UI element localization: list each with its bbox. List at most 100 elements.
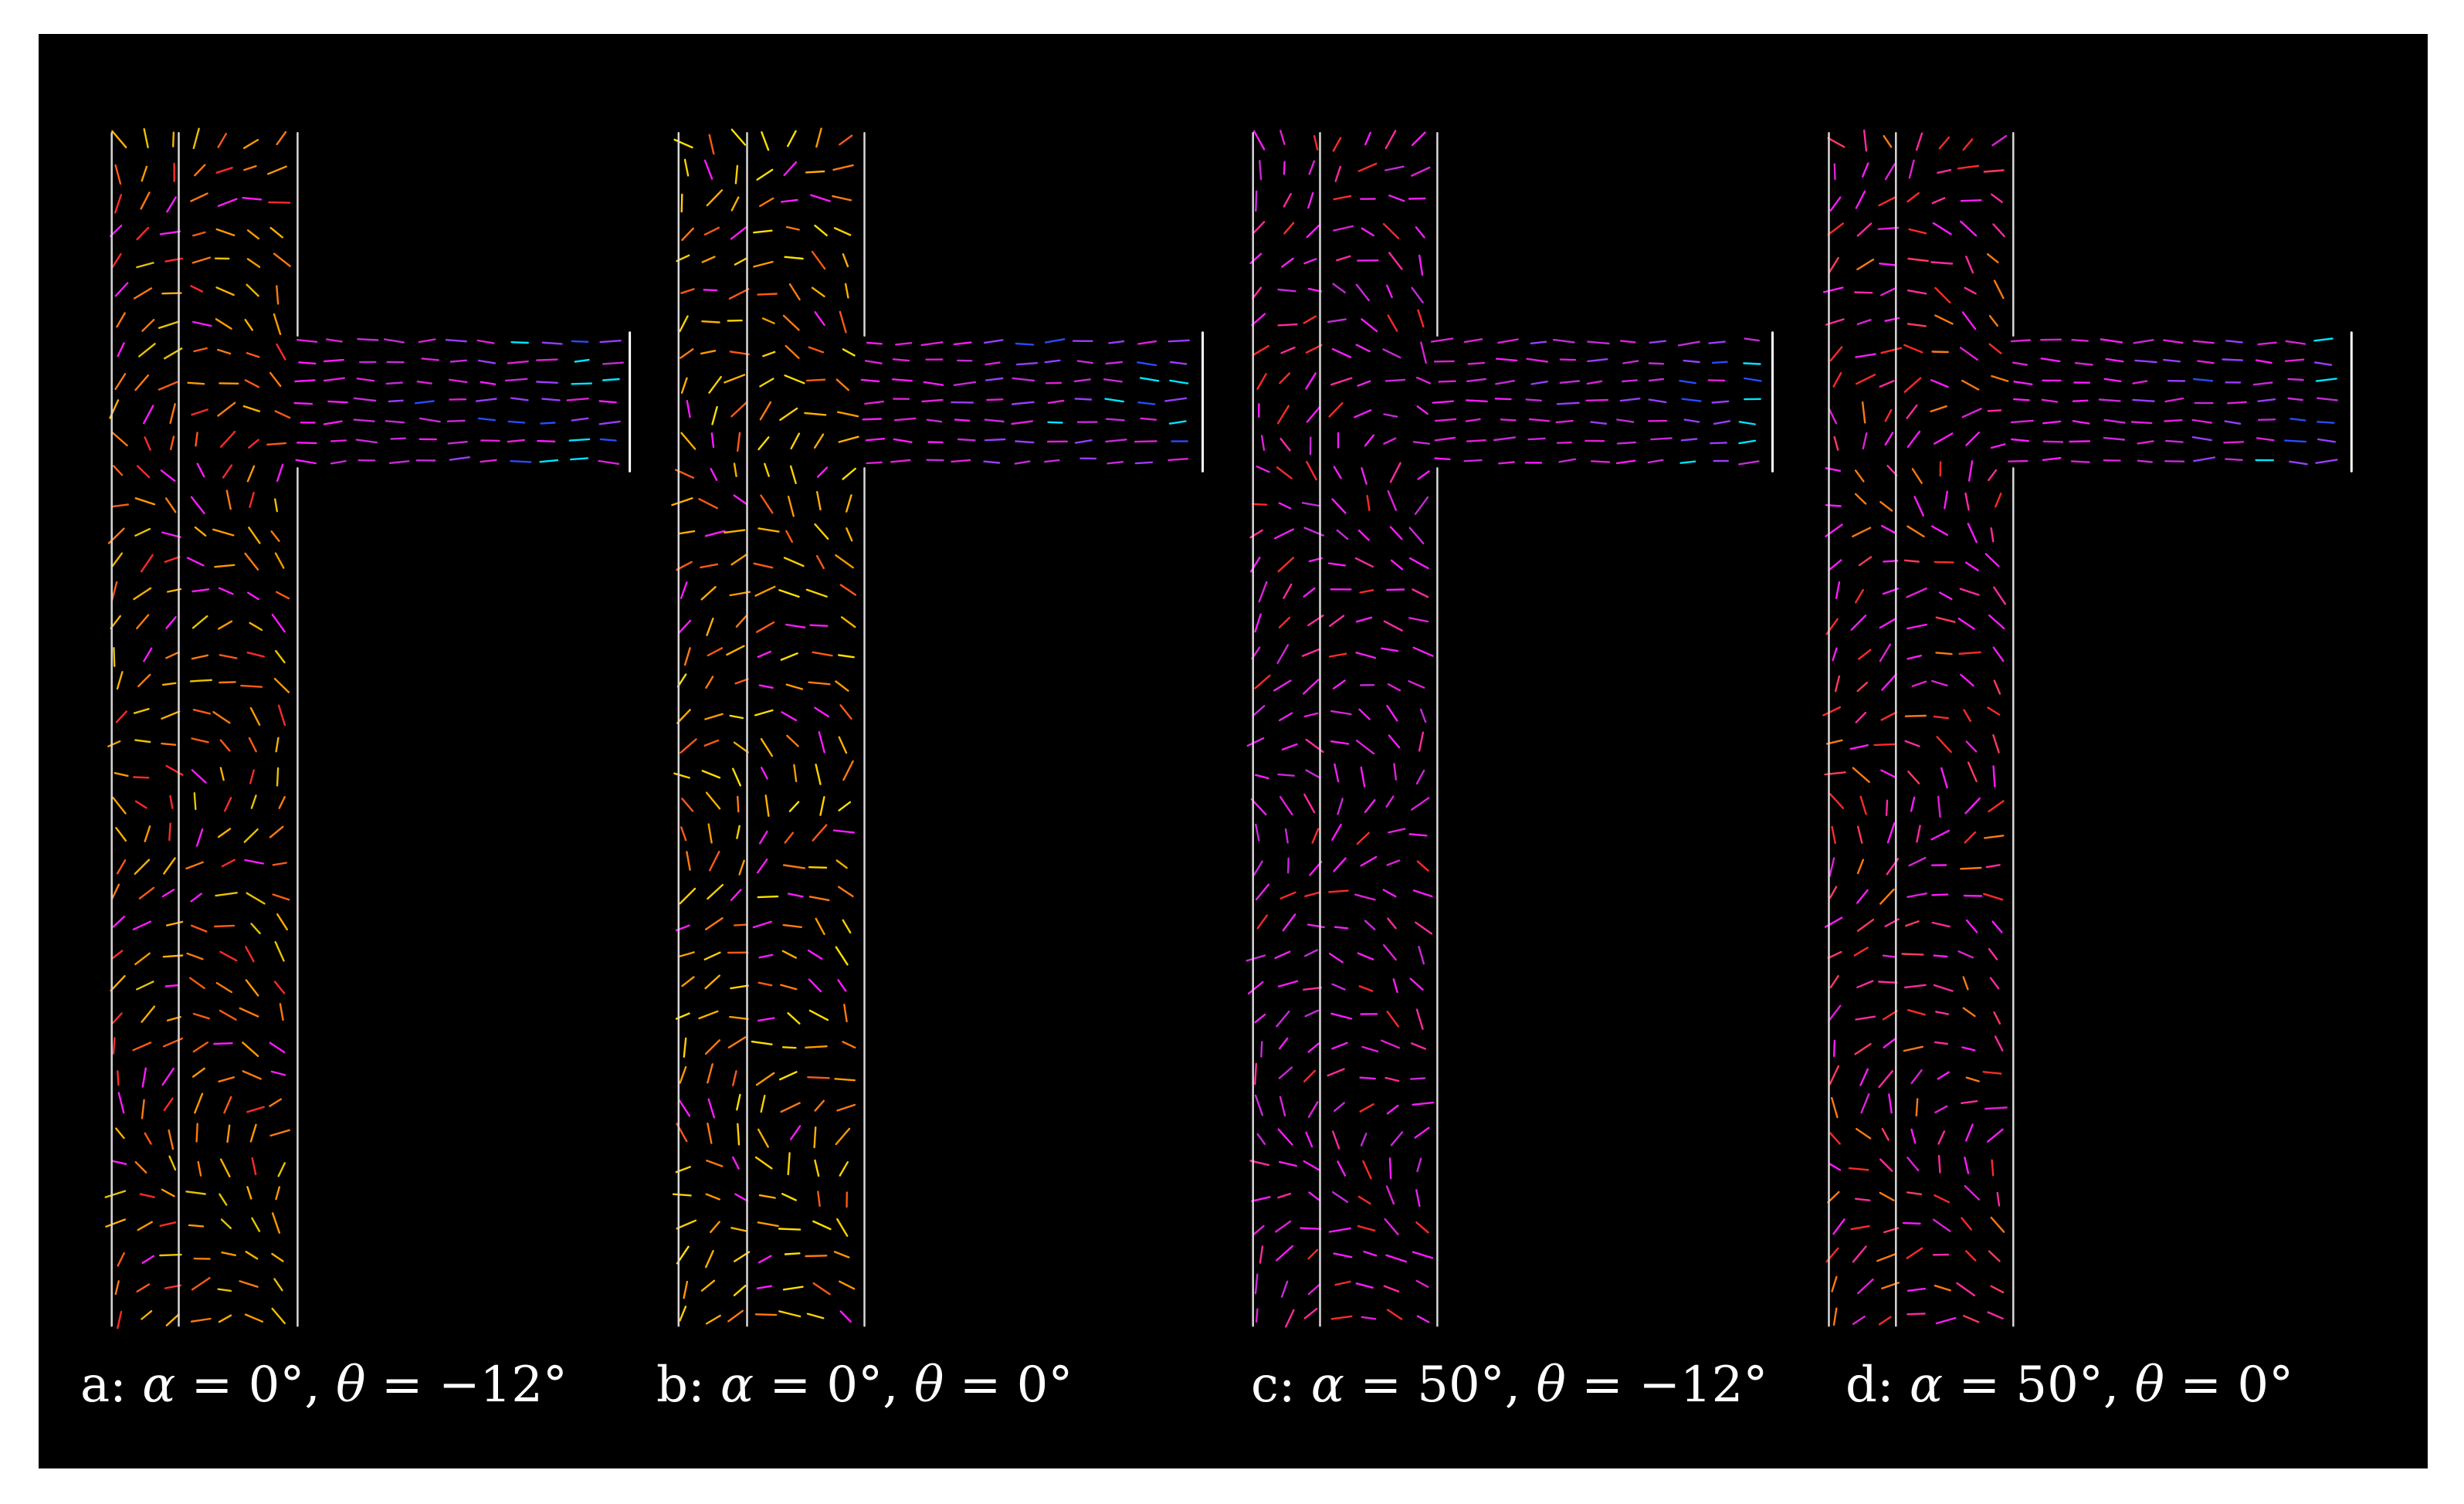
flow-vector (730, 128, 747, 146)
flow-vector (1251, 313, 1266, 327)
flow-vector (419, 417, 441, 423)
flow-vector (707, 883, 724, 900)
flow-vector (219, 681, 236, 684)
flow-vector (1738, 439, 1757, 445)
flow-vector (133, 776, 150, 779)
caption-a-alpha-value: = 0°, (191, 1357, 320, 1414)
flow-vector (1388, 734, 1401, 749)
flow-vector (1383, 437, 1397, 445)
flow-vector (835, 1218, 849, 1237)
flow-vector (1306, 405, 1321, 423)
flow-vector (1412, 1251, 1434, 1259)
flow-vector (2163, 358, 2181, 363)
flow-vector (1305, 1131, 1313, 1148)
flow-vector (357, 338, 379, 341)
flow-vector (727, 1036, 747, 1048)
flow-vector (1832, 372, 1842, 388)
flow-vector (298, 361, 317, 365)
flow-vector (330, 460, 347, 465)
flow-vector (808, 681, 831, 686)
flow-vector (680, 348, 694, 359)
flow-vector (246, 283, 259, 297)
flow-vector (729, 714, 744, 720)
flow-vector (225, 489, 232, 510)
flow-vector (679, 530, 696, 535)
flow-vector (248, 527, 261, 544)
flow-vector (724, 529, 746, 534)
flow-vector (188, 977, 205, 990)
flow-vector (599, 438, 617, 442)
flow-vector (1357, 952, 1374, 960)
flow-vector (786, 734, 799, 747)
flow-vector (1073, 378, 1091, 383)
flow-vector (698, 1010, 719, 1020)
flow-vector (1888, 1093, 1893, 1114)
flow-vector (818, 731, 825, 754)
flow-vector (1355, 616, 1373, 623)
flow-vector (510, 341, 529, 344)
flow-vector (447, 441, 468, 445)
flow-vector (251, 1157, 257, 1176)
flow-vector (2013, 381, 2033, 385)
flow-vector (132, 1042, 152, 1052)
flow-vector (1877, 981, 1898, 984)
flow-vector (1850, 615, 1867, 631)
flow-vector (1931, 197, 1946, 205)
flow-vector (1906, 587, 1927, 598)
flow-vector (1960, 220, 1978, 237)
flow-vector (683, 1037, 687, 1059)
flow-vector (1855, 374, 1876, 385)
flow-vector (805, 588, 828, 598)
flow-vector (1328, 952, 1344, 964)
flow-vector (1990, 1285, 2005, 1294)
flow-vector (271, 1212, 280, 1234)
flow-vector (1328, 652, 1347, 658)
flow-vector (110, 883, 120, 900)
flow-vector (191, 737, 209, 744)
flow-vector (242, 138, 259, 150)
flow-vector (1901, 953, 1924, 956)
flow-vector (1916, 825, 1921, 843)
flow-vector (1381, 647, 1399, 652)
flow-vector (728, 288, 750, 300)
flow-vector (1386, 588, 1405, 591)
flow-vector (1047, 421, 1063, 424)
flow-vector (758, 954, 774, 959)
flow-vector (737, 1123, 741, 1146)
flow-vector (1390, 559, 1404, 571)
flow-vector (1882, 954, 1896, 958)
flow-vector (1965, 740, 1978, 753)
flow-vector (1303, 986, 1323, 991)
flow-vector (1856, 918, 1875, 932)
flow-vector (1417, 309, 1425, 328)
flow-vector (805, 170, 825, 174)
flow-vector (507, 360, 529, 364)
flow-vector (1387, 489, 1398, 511)
flow-vector (1854, 1197, 1871, 1201)
flow-vector (1432, 400, 1455, 404)
flow-vector (1273, 528, 1295, 540)
flow-vector (219, 767, 225, 781)
flow-vector (1857, 1278, 1874, 1295)
flow-vector (2192, 378, 2214, 382)
flow-vector (1254, 613, 1262, 633)
flow-vector (507, 420, 526, 424)
flow-vector (1011, 420, 1034, 425)
flow-vector (840, 616, 856, 628)
flow-vector (1382, 943, 1397, 961)
flow-vector (1254, 1273, 1259, 1295)
flow-vector (1334, 763, 1340, 783)
flow-vector (141, 1309, 153, 1320)
flow-vector (1879, 888, 1895, 905)
flow-vector (1988, 614, 2005, 630)
flow-vector (2074, 362, 2093, 366)
flow-vector (893, 438, 913, 443)
flow-vector (814, 1159, 820, 1177)
flow-vector (2256, 437, 2275, 442)
flow-vector (168, 822, 171, 842)
flow-vector (1363, 1250, 1378, 1257)
flow-vector (814, 523, 829, 540)
flow-vector (1359, 1076, 1376, 1080)
flow-vector (805, 1045, 828, 1049)
flow-vector (1417, 470, 1430, 480)
